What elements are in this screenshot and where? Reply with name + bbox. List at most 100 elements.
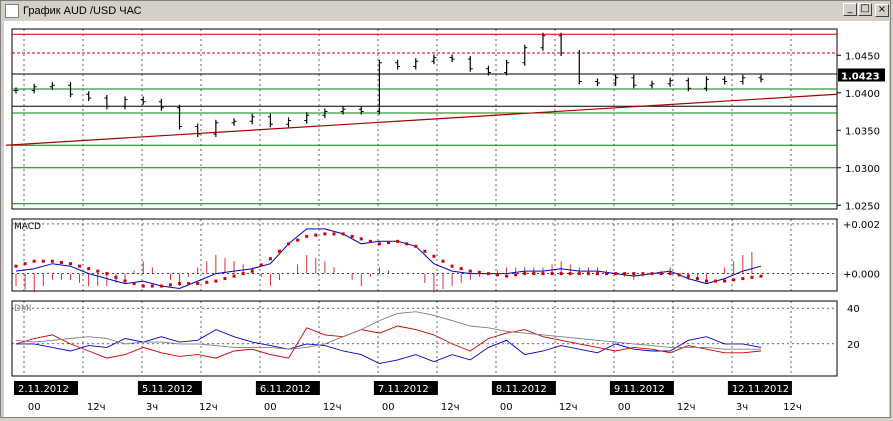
maximize-button[interactable]: □ xyxy=(858,3,872,16)
macd-signal-point xyxy=(69,262,73,266)
macd-signal-point xyxy=(187,282,191,286)
price-y-tick-label: 1.0350 xyxy=(845,126,880,137)
date-label-box xyxy=(137,381,202,395)
macd-signal-point xyxy=(387,241,390,245)
macd-signal-point xyxy=(41,259,45,263)
macd-signal-point xyxy=(123,279,127,283)
macd-signal-point xyxy=(323,232,327,236)
price-y-tick-label: 1.0250 xyxy=(845,201,880,212)
macd-signal-point xyxy=(614,272,618,276)
macd-signal-point xyxy=(532,272,536,276)
macd-signal-point xyxy=(141,284,145,288)
macd-y-tick-label: +0.000 xyxy=(843,270,880,281)
macd-signal-point xyxy=(359,237,363,241)
macd-signal-point xyxy=(505,274,509,278)
macd-signal-point xyxy=(50,259,54,263)
dmi-panel-frame xyxy=(11,300,838,377)
macd-signal-point xyxy=(686,274,690,278)
date-label-box xyxy=(255,381,320,395)
macd-signal-point xyxy=(568,272,572,276)
macd-signal-point xyxy=(214,279,218,283)
macd-signal-point xyxy=(523,272,527,276)
macd-signal-point xyxy=(704,279,708,283)
macd-signal-point xyxy=(396,239,400,243)
macd-signal-point xyxy=(405,242,409,246)
macd-signal-point xyxy=(586,272,590,276)
macd-signal-point xyxy=(432,254,436,258)
dmi-plus-line xyxy=(16,329,762,364)
date-label-box xyxy=(373,381,438,395)
hour-label: 12ч xyxy=(323,402,342,413)
hour-label: 3ч xyxy=(146,402,158,413)
macd-signal-point xyxy=(377,242,381,246)
macd-signal-point xyxy=(332,232,336,236)
macd-signal-point xyxy=(132,282,136,286)
macd-signal-point xyxy=(477,270,481,274)
dmi-minus-line xyxy=(15,325,762,359)
macd-signal-point xyxy=(668,272,672,276)
macd-signal-point xyxy=(650,272,654,276)
date-label: 9.11.2012 xyxy=(614,384,665,395)
macd-signal-point xyxy=(759,274,763,278)
hour-label: 12ч xyxy=(677,402,696,413)
date-label: 12.11.2012 xyxy=(732,384,789,395)
date-label-box xyxy=(491,381,556,395)
date-label: 6.11.2012 xyxy=(260,384,311,395)
macd-signal-point xyxy=(232,274,236,278)
macd-signal-point xyxy=(559,272,563,276)
macd-signal-point xyxy=(550,272,554,276)
macd-signal-point xyxy=(341,232,345,236)
macd-signal-point xyxy=(468,269,472,273)
hour-label: 00 xyxy=(382,402,395,413)
macd-signal-point xyxy=(205,280,209,284)
macd-signal-point xyxy=(314,233,318,237)
macd-panel-label: MACD xyxy=(14,222,41,232)
date-label: 8.11.2012 xyxy=(496,384,547,395)
macd-signal-point xyxy=(459,267,463,271)
hour-label: 00 xyxy=(618,402,631,413)
chart-area[interactable]: 1.0450 1.0400 1.0350 1.0300 1.0250 1.0423 MACD… xyxy=(4,21,889,417)
price-y-tick-label: 1.0300 xyxy=(845,164,880,175)
macd-signal-point xyxy=(732,278,736,282)
macd-signal-point xyxy=(159,284,163,288)
macd-signal-point xyxy=(296,238,300,242)
macd-signal-point xyxy=(178,282,182,286)
hour-label: 00 xyxy=(28,402,41,413)
macd-signal-point xyxy=(59,260,63,264)
macd-signal-point xyxy=(623,272,627,276)
macd-y-tick-label: +0.002 xyxy=(843,220,880,231)
price-y-tick-label: 1.0400 xyxy=(845,89,880,100)
adx-line xyxy=(15,311,761,350)
macd-signal-point xyxy=(741,277,745,281)
macd-signal-point xyxy=(659,272,663,276)
window-title: График AUD /USD ЧАС xyxy=(23,5,142,17)
macd-signal-point xyxy=(277,249,281,253)
macd-signal-point xyxy=(368,239,372,243)
close-button[interactable]: × xyxy=(875,4,889,17)
trendline xyxy=(5,93,838,146)
macd-signal-point xyxy=(241,272,245,276)
macd-signal-point xyxy=(441,259,445,263)
macd-signal-point xyxy=(150,284,154,288)
macd-signal-point xyxy=(450,264,454,268)
title-bar[interactable]: График AUD /USD ЧАС xyxy=(3,3,890,19)
macd-signal-point xyxy=(514,273,518,277)
price-y-tick-label: 1.0450 xyxy=(845,51,880,62)
current-price-marker xyxy=(838,68,885,82)
macd-signal-point xyxy=(486,272,490,276)
macd-signal-point xyxy=(595,272,599,276)
macd-signal-point xyxy=(223,277,227,281)
macd-signal-point xyxy=(14,264,18,268)
minimize-button[interactable]: _ xyxy=(843,3,857,16)
dmi-y-tick-label: 40 xyxy=(847,304,860,315)
macd-signal-point xyxy=(695,277,699,281)
macd-signal-point xyxy=(168,283,172,287)
macd-signal-point xyxy=(305,234,309,238)
macd-signal-point xyxy=(268,257,272,261)
macd-signal-point xyxy=(114,275,118,279)
macd-signal-point xyxy=(677,273,681,277)
macd-signal-point xyxy=(723,279,727,283)
macd-signal-point xyxy=(196,282,200,286)
macd-signal-point xyxy=(577,272,581,276)
